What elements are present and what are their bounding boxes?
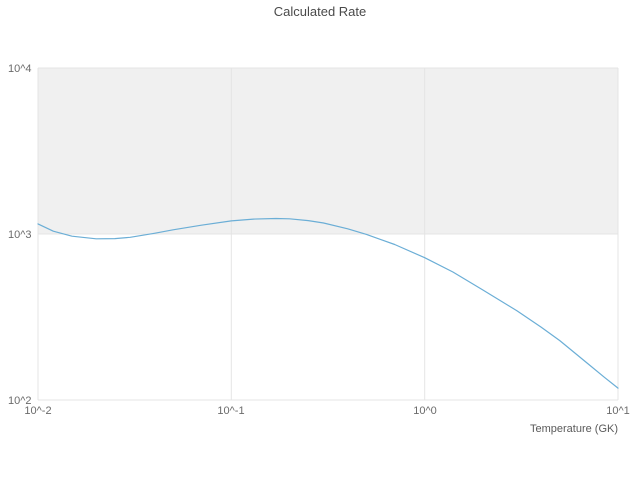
plot-area — [37, 67, 619, 401]
x-axis-title: Temperature (GK) — [530, 423, 618, 435]
x-tick-label-1e0: 10^0 — [413, 405, 437, 417]
rate-line — [37, 217, 619, 389]
x-tick-label-1e-1: 10^-1 — [217, 405, 244, 417]
x-tick-label-1e-2: 10^-2 — [24, 405, 51, 417]
decade-band — [38, 68, 618, 234]
x-tick-label-1e1: 10^1 — [606, 405, 630, 417]
chart-title: Calculated Rate — [274, 4, 367, 19]
y-tick-label-1e2: 10^2 — [8, 395, 32, 407]
y-tick-label-1e3: 10^3 — [8, 229, 32, 241]
y-tick-label-1e4: 10^4 — [8, 63, 32, 75]
